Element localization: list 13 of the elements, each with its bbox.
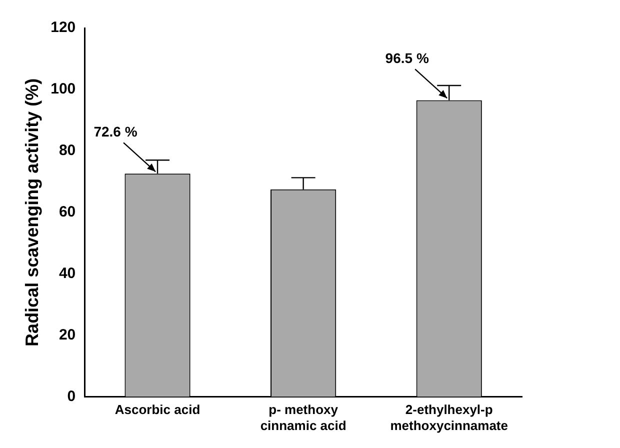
y-tick-label: 0 (67, 388, 76, 405)
annotation: 72.6 % (94, 124, 138, 140)
y-tick-label: 80 (58, 142, 76, 160)
y-tick-label: 100 (50, 80, 76, 98)
x-tick-label: Ascorbic acid (114, 402, 200, 418)
y-tick-label: 40 (58, 265, 76, 282)
y-tick-label: 20 (58, 326, 76, 344)
y-tick-label: 120 (50, 19, 76, 36)
x-tick-label: 2-ethylhexyl-p methoxycinnamate (390, 402, 508, 433)
y-axis-title: Radical scavenging activity (%) (22, 78, 42, 346)
y-tick-label: 60 (58, 204, 76, 221)
annotation: 96.5 % (385, 50, 430, 66)
x-tick-label: p- methoxy cinnamic acid (260, 402, 346, 433)
